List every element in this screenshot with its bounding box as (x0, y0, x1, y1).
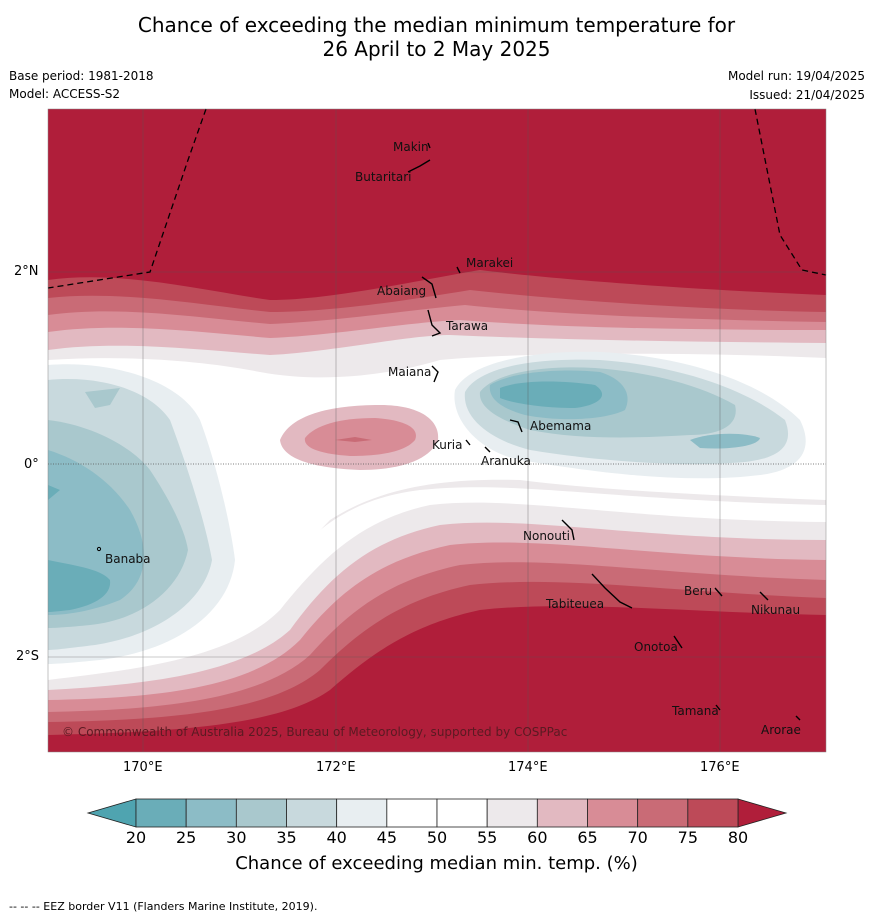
colorbar-segment (235, 798, 287, 828)
island-label: Abemama (530, 419, 591, 433)
colorbar-tick-label: 50 (426, 828, 448, 847)
colorbar-tick-label: 70 (627, 828, 648, 847)
colorbar-tick-label: 80 (727, 828, 749, 847)
colorbar-tick-label: 60 (527, 828, 548, 847)
colorbar-segment (536, 798, 588, 828)
colorbar-segment (486, 798, 538, 828)
issued-date: Issued: 21/04/2025 (749, 88, 865, 102)
island-label: Makin (393, 140, 429, 154)
island-label: Kuria (432, 438, 463, 452)
lon-tick-label: 170°E (123, 760, 163, 775)
island-label: Marakei (466, 256, 513, 270)
model-name: Model: ACCESS-S2 (9, 87, 121, 101)
colorbar-tick-label: 75 (677, 828, 698, 847)
island-label: Tamana (671, 704, 719, 718)
island-labels: Makin Butaritari Marakei Abaiang Tarawa … (105, 140, 801, 737)
map-frame (47, 108, 827, 753)
island-label: Tarawa (445, 319, 488, 333)
graticule (48, 109, 826, 752)
island-label: Abaiang (377, 284, 426, 298)
island-label: Tabiteuea (545, 597, 604, 611)
colorbar-segment (386, 798, 438, 828)
colorbar-segment (587, 798, 639, 828)
colorbar-segment (286, 798, 338, 828)
colorbar-tick-label: 55 (476, 828, 498, 847)
title-line-1: Chance of exceeding the median minimum t… (137, 13, 736, 37)
lat-tick-label: 0° (24, 457, 39, 472)
island-label: Nikunau (751, 603, 800, 617)
island-label: Arorae (761, 723, 801, 737)
colorbar-tick-label: 30 (226, 828, 247, 847)
copyright-notice: © Commonwealth of Australia 2025, Bureau… (62, 725, 567, 739)
island-label: Nonouti (523, 529, 570, 543)
island-label: Maiana (388, 365, 431, 379)
colorbar-tick-label: 25 (175, 828, 197, 847)
colorbar-tick-label: 40 (326, 828, 347, 847)
colorbar-segment (336, 798, 388, 828)
lat-tick-label: 2°N (14, 264, 39, 279)
colorbar-tick-label: 45 (376, 828, 397, 847)
colorbar-tick-label: 35 (276, 828, 297, 847)
colorbar-segment (436, 798, 488, 828)
eez-border (47, 108, 827, 289)
island-label: Banaba (105, 552, 151, 566)
island-outlines (407, 142, 801, 721)
island-label: Onotoa (634, 640, 678, 654)
island-label: Aranuka (481, 454, 531, 468)
colorbar-segment (687, 798, 739, 828)
colorbar-over-arrow (737, 798, 788, 828)
lon-tick-label: 174°E (508, 760, 548, 775)
island-label: Butaritari (355, 170, 412, 184)
lat-tick-label: 2°S (16, 649, 40, 664)
colorbar (86, 798, 788, 828)
island-label: Beru (684, 584, 712, 598)
eez-legend-note: -- -- -- EEZ border V11 (Flanders Marine… (9, 900, 318, 913)
title-line-2: 26 April to 2 May 2025 (322, 37, 551, 61)
colorbar-segment (135, 798, 187, 828)
colorbar-tick-label: 65 (577, 828, 598, 847)
colorbar-tick-label: 20 (125, 828, 147, 847)
lon-tick-label: 172°E (316, 760, 356, 775)
base-period: Base period: 1981-2018 (9, 69, 154, 83)
model-run: Model run: 19/04/2025 (727, 69, 865, 83)
colorbar-under-arrow (86, 798, 137, 828)
colorbar-segment (185, 798, 237, 828)
colorbar-title: Chance of exceeding median min. temp. (%… (235, 853, 638, 874)
banaba-island-mark (96, 546, 102, 552)
colorbar-segment (637, 798, 689, 828)
lon-tick-label: 176°E (700, 760, 740, 775)
probability-field (48, 109, 826, 752)
